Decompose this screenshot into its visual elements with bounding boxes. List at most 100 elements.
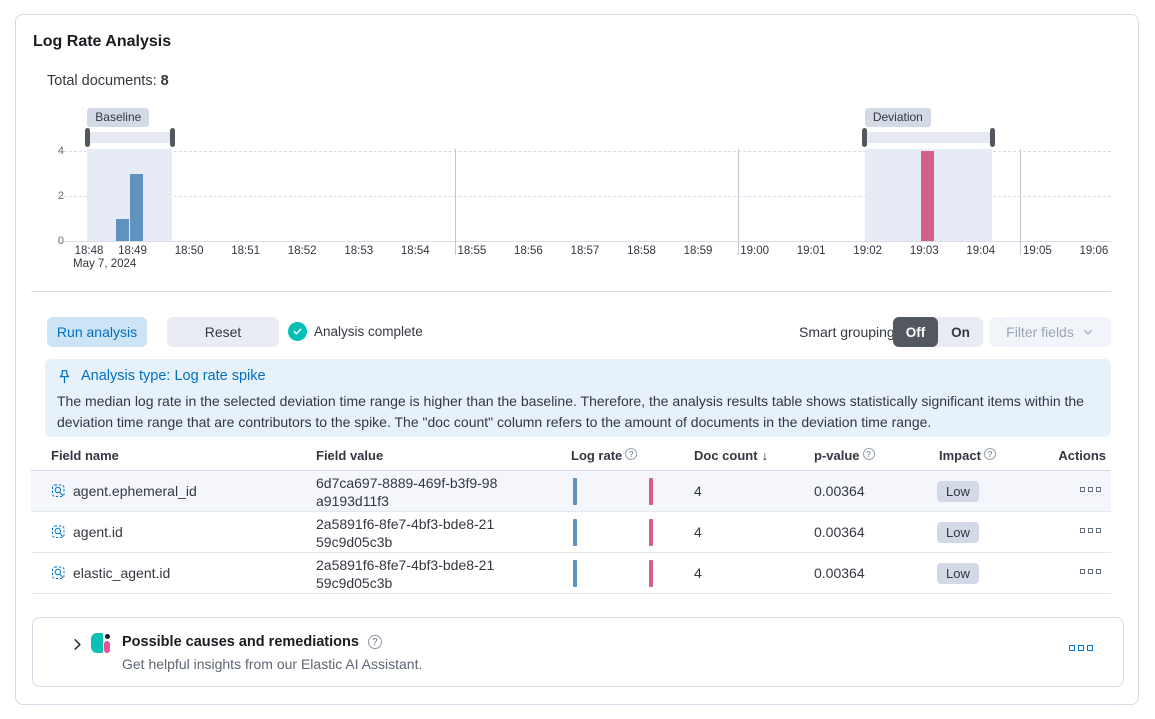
callout-body: The median log rate in the selected devi… bbox=[57, 393, 1084, 430]
baseline-bar bbox=[129, 173, 143, 241]
info-icon[interactable]: ? bbox=[983, 448, 996, 460]
analysis-results-table: Field name Field value Log rate? Doc count ↓… bbox=[31, 448, 1111, 594]
analysis-status: Analysis complete bbox=[288, 322, 423, 341]
baseline-brush bbox=[87, 132, 173, 143]
reset-button[interactable]: Reset bbox=[167, 317, 279, 347]
log-rate-histogram: 0 2 4 Baseline Deviation 18:48 18:49 18:50 18:51… bbox=[16, 15, 1140, 285]
smart-grouping-on-button[interactable]: On bbox=[938, 317, 983, 347]
gridline-x bbox=[737, 149, 739, 255]
ai-panel-title[interactable]: Possible causes and remediations bbox=[122, 634, 359, 650]
baseline-brush-left-handle[interactable] bbox=[84, 128, 90, 147]
info-icon[interactable]: ? bbox=[625, 448, 638, 460]
gridline-y bbox=[64, 196, 1111, 197]
smart-grouping-label: Smart grouping bbox=[799, 324, 895, 340]
p-value-cell: 0.00364 bbox=[814, 483, 865, 499]
baseline-badge: Baseline bbox=[87, 108, 150, 127]
table-row: elastic_agent.id 2a5891f6-8fe7-4bf3-bde8-… bbox=[31, 553, 1111, 594]
x-axis-date-label: May 7, 2024 bbox=[73, 258, 137, 270]
table-row: agent.ephemeral_id 6d7ca697-8889-469f-b3f… bbox=[31, 471, 1111, 512]
gridline-y bbox=[64, 241, 1111, 242]
column-header-doc_count[interactable]: Doc count ↓ bbox=[694, 448, 769, 463]
table-header-row: Field name Field value Log rate? Doc count ↓… bbox=[31, 448, 1111, 471]
impact-badge: Low bbox=[937, 563, 979, 584]
sort-desc-icon: ↓ bbox=[761, 448, 769, 463]
ai-assistant-panel: Possible causes and remediations ? Get h… bbox=[32, 617, 1124, 687]
analysis-type-callout: Analysis type: Log rate spike The median… bbox=[45, 359, 1111, 437]
field-value-cell: 2a5891f6-8fe7-4bf3-bde8-2159c9d05c3b bbox=[316, 516, 495, 550]
column-header-field_value: Field value bbox=[316, 448, 384, 463]
pin-icon bbox=[59, 369, 70, 383]
column-header-log_rate: Log rate? bbox=[571, 448, 638, 463]
field-value-cell: 2a5891f6-8fe7-4bf3-bde8-2159c9d05c3b bbox=[316, 557, 495, 591]
mini-deviation-bar bbox=[649, 519, 653, 546]
filter-fields-button[interactable]: Filter fields bbox=[989, 317, 1111, 347]
run-analysis-button[interactable]: Run analysis bbox=[47, 317, 147, 347]
gridline-x bbox=[454, 149, 456, 255]
filter-fields-label: Filter fields bbox=[1006, 324, 1074, 340]
smart-grouping-off-button[interactable]: Off bbox=[893, 317, 938, 347]
log-rate-mini-chart bbox=[571, 560, 681, 587]
filter-field-icon[interactable] bbox=[51, 565, 67, 581]
x-axis-tick-label: 18:48 bbox=[74, 245, 104, 257]
row-actions-icon[interactable] bbox=[1080, 528, 1101, 533]
x-axis-tick-label: 18:55 bbox=[457, 245, 487, 257]
mini-deviation-bar bbox=[649, 478, 653, 505]
total-documents-label: Total documents: bbox=[47, 73, 157, 89]
help-icon[interactable]: ? bbox=[367, 635, 382, 649]
x-axis-tick-label: 19:03 bbox=[909, 245, 939, 257]
filter-field-icon[interactable] bbox=[51, 524, 67, 540]
x-axis-tick-label: 18:57 bbox=[570, 245, 600, 257]
x-axis-tick-label: 19:04 bbox=[966, 245, 996, 257]
field-name: agent.ephemeral_id bbox=[73, 483, 197, 499]
x-axis-tick-label: 18:51 bbox=[231, 245, 261, 257]
field-name: elastic_agent.id bbox=[73, 565, 171, 581]
y-axis-tick-label: 2 bbox=[57, 190, 64, 202]
x-axis-tick-label: 18:50 bbox=[174, 245, 204, 257]
mini-baseline-bar bbox=[573, 519, 577, 546]
x-axis-tick-label: 19:05 bbox=[1022, 245, 1052, 257]
field-value-cell: 6d7ca697-8889-469f-b3f9-98a9193d11f3 bbox=[316, 475, 498, 509]
field-name-cell: agent.ephemeral_id bbox=[51, 483, 197, 499]
section-divider bbox=[31, 291, 1111, 292]
ai-panel-subtitle: Get helpful insights from our Elastic AI… bbox=[122, 656, 423, 672]
deviation-brush-left-handle[interactable] bbox=[862, 128, 868, 147]
total-documents: Total documents: 8 bbox=[47, 73, 169, 89]
row-actions-icon[interactable] bbox=[1080, 569, 1101, 574]
baseline-bar bbox=[115, 218, 129, 241]
baseline-time-range-region bbox=[87, 149, 173, 241]
mini-baseline-bar bbox=[573, 560, 577, 587]
ai-panel-actions-icon[interactable] bbox=[1069, 645, 1093, 651]
filter-field-icon[interactable] bbox=[51, 483, 67, 499]
impact-badge: Low bbox=[937, 481, 979, 502]
x-axis-tick-label: 18:53 bbox=[344, 245, 374, 257]
x-axis-tick-label: 18:58 bbox=[627, 245, 656, 257]
p-value-cell: 0.00364 bbox=[814, 524, 865, 540]
x-axis-tick-label: 19:02 bbox=[853, 245, 883, 257]
column-header-impact: Impact? bbox=[939, 448, 996, 463]
mini-baseline-bar bbox=[573, 478, 577, 505]
check-icon bbox=[288, 322, 307, 341]
doc-count-cell: 4 bbox=[694, 524, 702, 540]
y-axis-tick-label: 0 bbox=[57, 235, 64, 247]
deviation-brush-right-handle[interactable] bbox=[989, 128, 995, 147]
chevron-down-icon bbox=[1083, 329, 1092, 335]
baseline-brush-right-handle[interactable] bbox=[169, 128, 175, 147]
row-actions-icon[interactable] bbox=[1080, 487, 1101, 492]
deviation-brush bbox=[864, 132, 993, 143]
deviation-bar bbox=[921, 151, 935, 241]
column-header-p_value: p-value? bbox=[814, 448, 875, 463]
analysis-status-label: Analysis complete bbox=[314, 324, 423, 339]
log-rate-analysis-panel: Log Rate Analysis Total documents: 8 0 2 4… bbox=[15, 14, 1139, 705]
impact-badge: Low bbox=[937, 522, 979, 543]
chevron-right-icon[interactable] bbox=[70, 637, 85, 652]
x-axis-tick-label: 18:59 bbox=[683, 245, 713, 257]
info-icon[interactable]: ? bbox=[862, 448, 875, 460]
deviation-badge: Deviation bbox=[864, 108, 931, 127]
log-rate-mini-chart bbox=[571, 478, 681, 505]
x-axis-tick-label: 18:54 bbox=[400, 245, 430, 257]
x-axis-tick-label: 19:00 bbox=[740, 245, 769, 257]
total-documents-value: 8 bbox=[160, 73, 169, 89]
p-value-cell: 0.00364 bbox=[814, 565, 865, 581]
smart-grouping-toggle: Off On bbox=[893, 317, 983, 347]
elastic-ai-assistant-icon bbox=[91, 633, 111, 653]
